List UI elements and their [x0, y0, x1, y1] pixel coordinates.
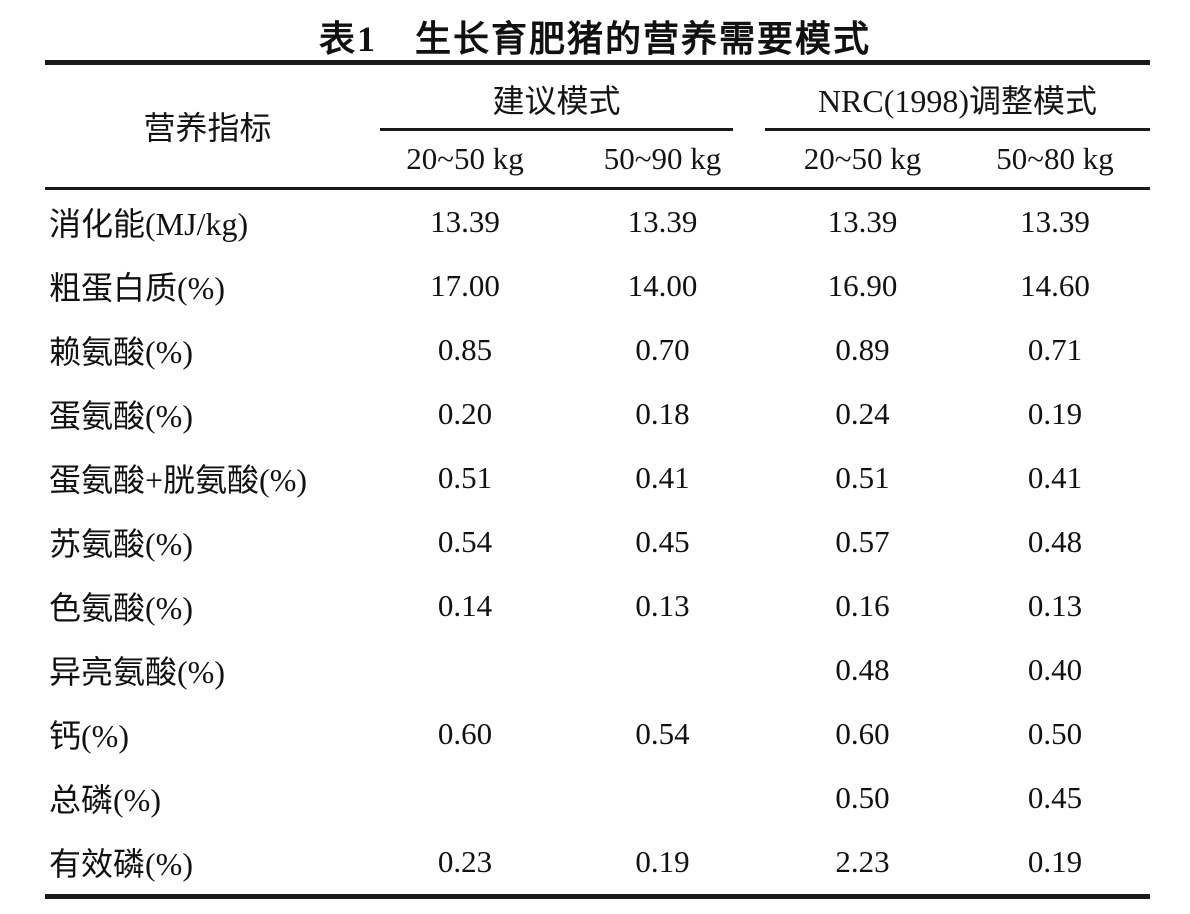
row-label: 粗蛋白质(%) — [49, 270, 225, 306]
cell-value: 0.60 — [437, 716, 493, 751]
cell-value: 0.85 — [437, 332, 493, 367]
cell-value: 0.51 — [835, 460, 890, 495]
cell-value: 0.19 — [635, 844, 690, 879]
cell-value: 0.57 — [835, 524, 890, 559]
table-row-calcium: 钙(%) 0.60 0.54 0.60 0.50 — [45, 702, 1150, 766]
cell-value: 13.39 — [827, 204, 898, 239]
subheader-suggested-20-50kg: 20~50 kg — [406, 141, 524, 176]
cell-value: 0.23 — [437, 844, 493, 879]
table-row-tryptophan: 色氨酸(%) 0.14 0.13 0.16 0.13 — [45, 574, 1150, 638]
table-row-lysine: 赖氨酸(%) 0.85 0.70 0.89 0.71 — [45, 318, 1150, 382]
cell-value: 0.48 — [835, 652, 890, 687]
table-row-total-phosphorus: 总磷(%) 0.50 0.45 — [45, 766, 1150, 830]
cell-value: 17.00 — [430, 268, 500, 303]
cell-value: 0.14 — [437, 588, 493, 623]
cell-value: 0.24 — [835, 396, 890, 431]
cell-value: 0.19 — [1027, 844, 1083, 879]
row-label: 色氨酸(%) — [49, 590, 193, 626]
table-row-crude-protein: 粗蛋白质(%) 17.00 14.00 16.90 14.60 — [45, 254, 1150, 318]
subheader-nrc-50-80kg: 50~80 kg — [996, 141, 1114, 176]
subheader-nrc-20-50kg: 20~50 kg — [803, 141, 922, 176]
table-row-methionine-plus-cystine: 蛋氨酸+胱氨酸(%) 0.51 0.41 0.51 0.41 — [45, 446, 1150, 510]
cell-value: 14.00 — [627, 268, 698, 303]
cell-value: 0.40 — [1027, 652, 1083, 687]
column-group-nrc-adjusted-pattern: NRC(1998)调整模式 — [765, 65, 1150, 131]
cell-value: 0.50 — [1027, 716, 1083, 751]
cell-value: 0.41 — [1027, 460, 1083, 495]
column-group-suggested-pattern: 建议模式 — [380, 65, 733, 131]
cell-value: 0.19 — [1027, 396, 1083, 431]
cell-value: 2.23 — [835, 844, 890, 879]
row-label: 蛋氨酸(%) — [49, 398, 193, 434]
row-label: 苏氨酸(%) — [49, 526, 193, 562]
row-label: 总磷(%) — [49, 782, 161, 818]
table-row-available-phosphorus: 有效磷(%) 0.23 0.19 2.23 0.19 — [45, 830, 1150, 894]
cell-value: 0.51 — [437, 460, 493, 495]
cell-value: 0.50 — [835, 780, 890, 815]
cell-value: 13.39 — [627, 204, 698, 239]
table-header: 营养指标 建议模式 NRC(1998)调整模式 20~50 kg 50~90 k… — [45, 65, 1150, 190]
table-title: 表1 生长育肥猪的营养需要模式 — [318, 19, 871, 59]
subheader-suggested-50-90kg: 50~90 kg — [603, 141, 722, 176]
row-label: 赖氨酸(%) — [49, 334, 193, 370]
cell-value: 0.54 — [437, 524, 493, 559]
row-label: 有效磷(%) — [49, 846, 193, 882]
table-row-methionine: 蛋氨酸(%) 0.20 0.18 0.24 0.19 — [45, 382, 1150, 446]
cell-value: 0.71 — [1027, 332, 1083, 367]
cell-value: 0.16 — [835, 588, 890, 623]
nutrition-requirements-table: 营养指标 建议模式 NRC(1998)调整模式 20~50 kg 50~90 k… — [45, 60, 1150, 899]
row-label: 蛋氨酸+胱氨酸(%) — [49, 462, 308, 498]
cell-value: 0.45 — [635, 524, 690, 559]
table-body: 消化能(MJ/kg) 13.39 13.39 13.39 13.39 粗蛋白质(… — [45, 190, 1150, 899]
cell-value: 14.60 — [1020, 268, 1090, 303]
table-row-digestible-energy: 消化能(MJ/kg) 13.39 13.39 13.39 13.39 — [45, 190, 1150, 254]
row-label: 钙(%) — [49, 718, 129, 754]
cell-value: 13.39 — [1020, 204, 1090, 239]
cell-value: 0.18 — [635, 396, 690, 431]
cell-value: 0.48 — [1027, 524, 1083, 559]
column-header-nutrient-indicator: 营养指标 — [143, 110, 272, 146]
cell-value: 0.54 — [635, 716, 690, 751]
cell-value: 0.13 — [635, 588, 690, 623]
cell-value: 0.13 — [1027, 588, 1083, 623]
cell-value: 16.90 — [827, 268, 898, 303]
cell-value: 0.41 — [635, 460, 690, 495]
cell-value: 13.39 — [430, 204, 500, 239]
row-label: 异亮氨酸(%) — [49, 654, 225, 690]
row-label: 消化能(MJ/kg) — [49, 206, 249, 242]
table-row-isoleucine: 异亮氨酸(%) 0.48 0.40 — [45, 638, 1150, 702]
cell-value: 0.45 — [1027, 780, 1083, 815]
table-row-threonine: 苏氨酸(%) 0.54 0.45 0.57 0.48 — [45, 510, 1150, 574]
cell-value: 0.60 — [835, 716, 890, 751]
cell-value: 0.20 — [437, 396, 493, 431]
cell-value: 0.70 — [635, 332, 690, 367]
cell-value: 0.89 — [835, 332, 890, 367]
